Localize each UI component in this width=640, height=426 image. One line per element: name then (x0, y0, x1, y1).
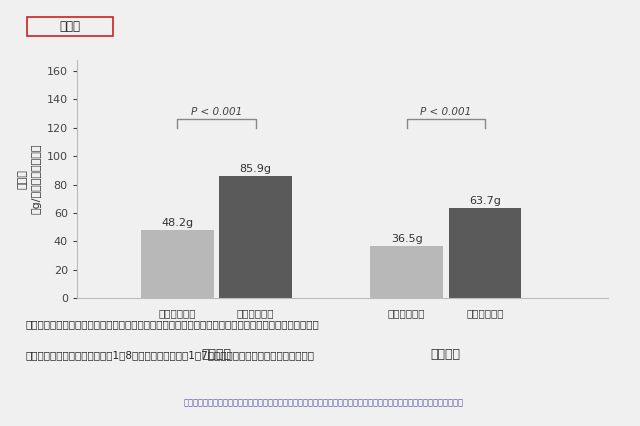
Text: 63.7g: 63.7g (469, 196, 501, 206)
Text: 題では、飲酒量が男子学生で約1．8倍、女子学生では約1．7倍増加していることを示しています。: 題では、飲酒量が男子学生で約1．8倍、女子学生では約1．7倍増加していることを示… (26, 350, 315, 360)
Text: 参考図: 参考図 (60, 20, 81, 33)
Text: 48.2g: 48.2g (161, 218, 193, 227)
Bar (449, 208, 522, 298)
Text: P < 0.001: P < 0.001 (420, 107, 472, 117)
Text: 女子学生: 女子学生 (431, 348, 461, 361)
Text: （画像出典：筑波大学「飲み放題は大学生の飲酒行動にどう影響するか～飲み放題に関する議論の必要性～」プレスリリース: （画像出典：筑波大学「飲み放題は大学生の飲酒行動にどう影響するか～飲み放題に関す… (183, 398, 463, 407)
Text: 85.9g: 85.9g (240, 164, 272, 174)
Text: 図　男女別に見た飲み放題利用時と非利用時の飲酒量の平均比較。飲み放題でない場合に比べて、飲み放: 図 男女別に見た飲み放題利用時と非利用時の飲酒量の平均比較。飲み放題でない場合に… (26, 320, 319, 329)
Bar (371, 246, 443, 298)
Bar (141, 230, 214, 298)
Text: 男子学生: 男子学生 (202, 348, 232, 361)
Bar (220, 176, 292, 298)
Y-axis label: 飲酒量
（g/一度の飲酒機会）: 飲酒量 （g/一度の飲酒機会） (17, 144, 41, 214)
FancyBboxPatch shape (28, 17, 113, 37)
Text: 36.5g: 36.5g (391, 234, 422, 244)
Text: P < 0.001: P < 0.001 (191, 107, 242, 117)
